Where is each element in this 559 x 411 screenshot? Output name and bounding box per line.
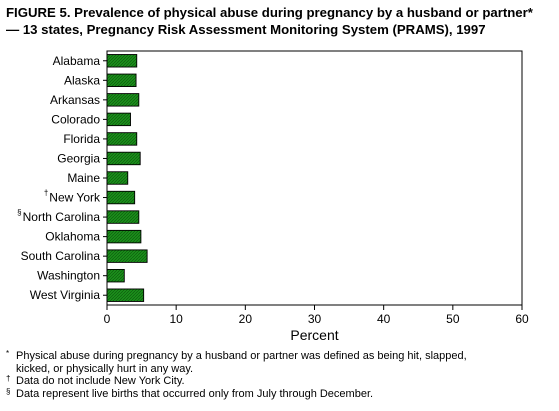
title-line-2: — 13 states, Pregnancy Risk Assessment M…	[6, 22, 486, 37]
bar	[106, 190, 136, 205]
y-tick-label: Georgia	[57, 151, 100, 165]
y-tick-label: Alaska	[64, 73, 100, 87]
bar	[106, 210, 140, 224]
y-tick-label: Washington	[37, 269, 100, 283]
footnotes: * Physical abuse during pregnancy by a h…	[6, 349, 556, 401]
footnote-mark: §	[6, 386, 11, 396]
y-tick-label: North Carolina	[23, 210, 101, 224]
footnote-text-line: Data do not include New York City.	[16, 375, 185, 387]
y-tick-label: Oklahoma	[45, 230, 100, 244]
bar	[106, 171, 129, 185]
x-tick-label: 40	[377, 312, 391, 326]
footnote-text-line: Physical abuse during pregnancy by a hus…	[16, 350, 467, 362]
y-tick-label: Colorado	[51, 112, 100, 126]
bar	[106, 93, 140, 107]
footnote-abuse-definition: * Physical abuse during pregnancy by a h…	[6, 349, 556, 375]
bar	[106, 73, 137, 88]
bar	[106, 54, 138, 68]
x-tick-label: 30	[308, 312, 322, 326]
y-tick-label: New York	[49, 191, 101, 205]
x-tick-label: 10	[169, 312, 183, 326]
bar	[106, 151, 141, 166]
x-tick-label: 20	[239, 312, 253, 326]
y-tick-label: West Virginia	[30, 288, 101, 302]
x-tick-label: 0	[104, 312, 111, 326]
y-tick-label: Arkansas	[50, 93, 100, 107]
y-tick-footnote-mark: †	[44, 189, 48, 198]
footnote-new-york: † Data do not include New York City.	[6, 374, 556, 388]
bar	[106, 132, 138, 146]
y-tick-label: Alabama	[53, 54, 101, 68]
figure-title: FIGURE 5. Prevalence of physical abuse d…	[6, 4, 554, 38]
x-tick-label: 50	[446, 312, 460, 326]
footnote-text-line: kicked, or physically hurt in any way.	[16, 362, 194, 375]
y-tick-label: Florida	[63, 132, 100, 146]
bar	[106, 268, 125, 283]
y-tick-footnote-mark: §	[17, 208, 21, 217]
plot-frame	[106, 50, 523, 306]
bar	[106, 229, 142, 244]
y-tick-label: South Carolina	[21, 249, 101, 263]
footnote-mark: *	[6, 349, 10, 358]
x-tick-label: 60	[515, 312, 529, 326]
bar	[106, 112, 131, 127]
footnote-text-line: Data represent live births that occurred…	[16, 387, 374, 400]
bar-chart: Alabama Alaska Arkansas Colorado Florida Geor…	[17, 50, 529, 343]
x-axis-label: Percent	[290, 327, 338, 343]
bar	[106, 249, 148, 263]
bar	[106, 288, 145, 302]
y-tick-label: Maine	[67, 171, 100, 185]
footnote-mark: †	[6, 374, 11, 383]
title-line-1: FIGURE 5. Prevalence of physical abuse d…	[6, 5, 533, 20]
footnote-north-carolina: § Data represent live births that occurr…	[6, 386, 556, 401]
